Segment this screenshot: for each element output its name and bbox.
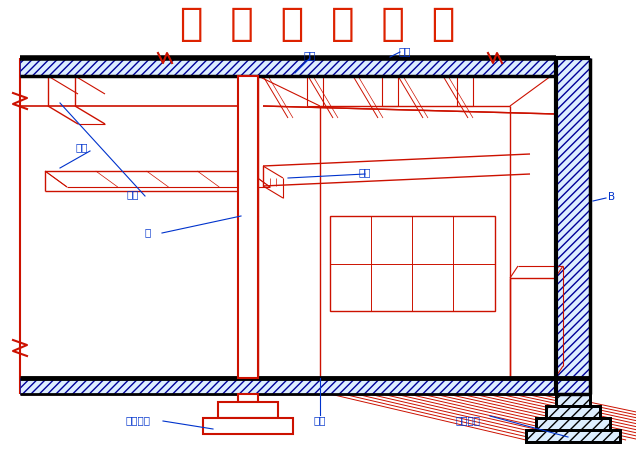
Bar [536,418,610,430]
Bar [330,217,495,311]
Bar [203,418,293,434]
Text: 次梁: 次梁 [359,167,371,177]
Bar [536,418,610,430]
Text: 独立基础: 独立基础 [125,414,151,424]
Bar [556,59,590,394]
Bar [546,406,600,418]
Bar [526,430,620,442]
Bar [556,394,590,406]
Bar [218,402,278,418]
Bar [238,394,258,402]
Text: 条形基础: 条形基础 [455,414,481,424]
Bar [510,278,555,378]
Text: B: B [609,192,616,201]
Bar [20,59,556,77]
Text: 楼板: 楼板 [399,46,411,56]
Text: 主梁: 主梁 [127,188,139,198]
Text: 柱: 柱 [145,227,151,237]
Bar [238,77,258,378]
Bar [546,406,600,418]
Bar [526,430,620,442]
Bar [20,378,590,394]
Text: 地面: 地面 [314,414,326,424]
Text: 主梁: 主梁 [304,50,316,60]
Text: 次梁: 次梁 [76,142,88,152]
Bar [556,394,590,406]
Text: 柱  平  法  施  工  图: 柱 平 法 施 工 图 [181,5,455,43]
